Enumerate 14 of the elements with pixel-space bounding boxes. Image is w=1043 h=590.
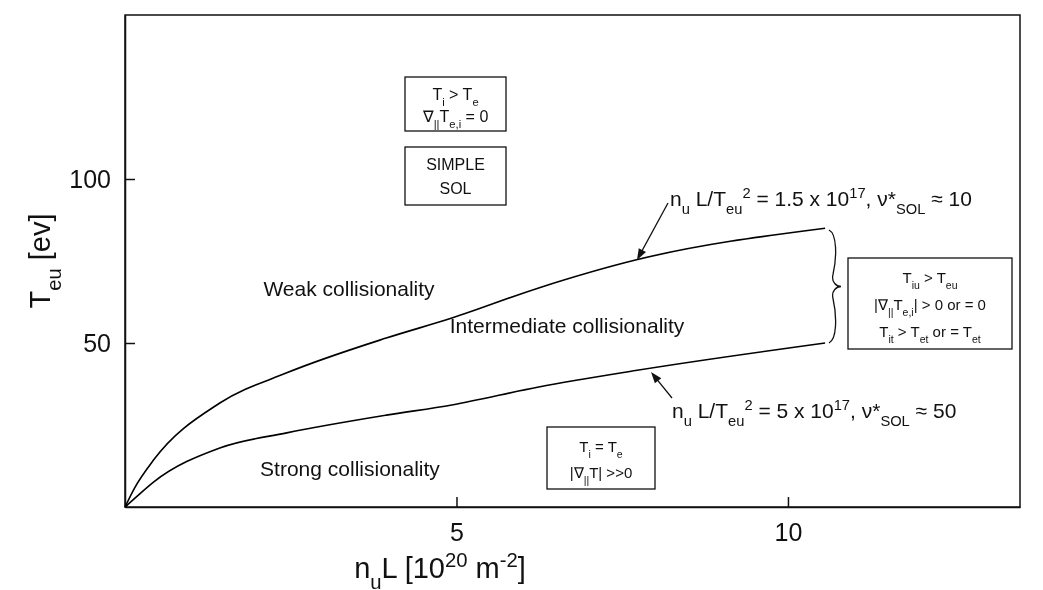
text: T$_{i}$ = T$_{e}$ |∇$_{||}$T| >>0 [569,438,633,486]
annotation: SIMPLE SOL [426,156,485,197]
text: n$_{u}$ L/T$_{eu}$$^{2}$ = 1.5 x 10$^{17}$, ν*$_{SOL}$ ≈ 10 [670,185,972,217]
text: T$_{iu}$ > T$_{eu}$ |∇$_{||}$T$_{e,i}$| > 0 or = 0 T$_{it}$ > T$_{et}$ or = T$_{et}$ [874,269,986,345]
y-tick-label: 50 [83,328,111,357]
annotation: Intermediate collisionality [449,314,685,337]
text: T$_{i}$ > T$_{e}$ ∇$_{||}$T$_{e,i}$ = 0 [422,86,489,130]
x-tick-label: 10 [774,517,803,546]
x-axis-title: n$_{u}$L [10$^{20}$ m$^{-2}$] [354,549,526,590]
annotation: Weak collisionality [263,277,436,300]
y-tick-label: 100 [69,164,111,193]
x-tick-label: 5 [450,517,464,546]
annotation: Strong collisionality [260,457,441,480]
text: n$_{u}$ L/T$_{eu}$$^{2}$ = 5 x 10$^{17}$, ν*$_{SOL}$ ≈ 50 [672,397,957,429]
